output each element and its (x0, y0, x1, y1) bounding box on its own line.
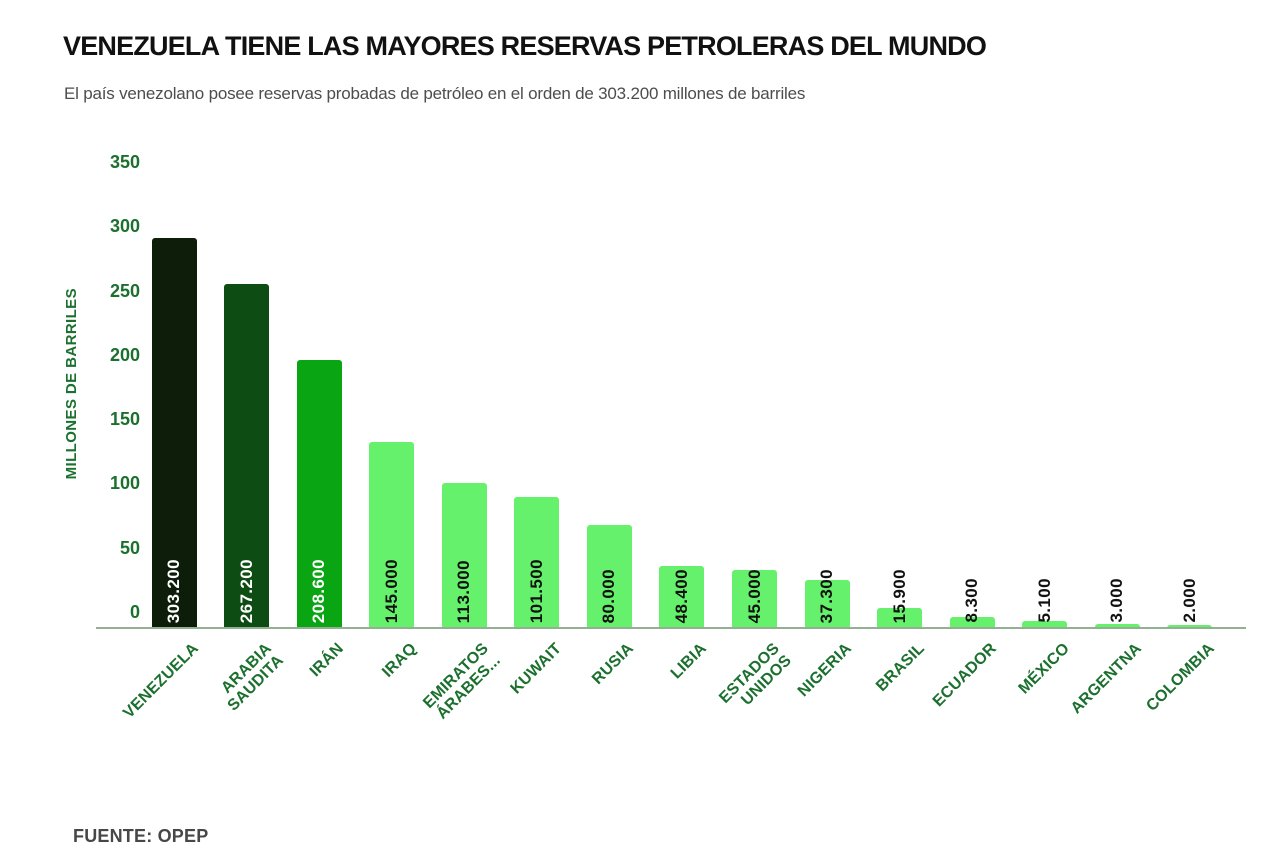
bar (224, 284, 270, 628)
x-axis-label: VENEZUELA (120, 640, 203, 722)
x-axis-line (96, 627, 1246, 629)
bar (296, 359, 342, 628)
x-axis-label: COLOMBIA (1143, 640, 1218, 715)
y-axis-tick: 50 (119, 537, 140, 558)
bar-value-label: 8.300 (962, 578, 982, 623)
bar-value-label: 113.000 (454, 559, 474, 623)
y-axis-tick: 0 (129, 602, 140, 622)
bar-value-label: 48.400 (671, 568, 691, 623)
bar-value-label: 80.000 (599, 568, 619, 623)
bar-value-label: 267.200 (236, 558, 256, 623)
y-axis-title: MILLONES DE BARRILES (63, 288, 80, 480)
bar-value-label: 2.000 (1179, 578, 1199, 623)
bar-value-label: 45.000 (744, 568, 764, 623)
bar-value-label: 37.300 (817, 568, 837, 623)
bar-value-label: 101.500 (526, 558, 546, 623)
x-axis-label: LIBIA (667, 640, 711, 683)
bar (1167, 625, 1213, 628)
bar (732, 570, 778, 628)
bar (151, 238, 197, 628)
bar (659, 565, 705, 628)
bar-value-label: 145.000 (381, 558, 401, 623)
y-axis-tick: 200 (109, 344, 140, 365)
chart-title: VENEZUELA TIENE LAS MAYORES RESERVAS PET… (63, 31, 987, 61)
y-axis-tick: 100 (109, 473, 140, 494)
bar (1022, 621, 1068, 628)
bar (949, 617, 995, 628)
chart-subtitle: El país venezolano posee reservas probad… (64, 84, 806, 103)
bar-value-label: 303.200 (164, 558, 183, 623)
bar (877, 607, 923, 628)
y-axis-tick: 250 (109, 280, 140, 301)
bar-value-label: 208.600 (309, 558, 329, 623)
bar (514, 497, 560, 628)
bar-value-label: 3.000 (1107, 578, 1127, 623)
x-axis-label: ECUADOR (930, 640, 1001, 711)
bar-value-label: 5.100 (1034, 578, 1054, 623)
bar (441, 482, 487, 628)
y-axis-tick: 150 (109, 409, 140, 430)
source-note: FUENTE: OPEP (73, 826, 209, 846)
bar-value-label: 15.900 (889, 568, 909, 623)
bar (369, 441, 415, 628)
bar (804, 580, 850, 628)
bar (1094, 624, 1140, 628)
y-axis-tick: 350 (109, 151, 140, 172)
bar (586, 525, 632, 628)
y-axis-tick: 300 (109, 216, 140, 237)
